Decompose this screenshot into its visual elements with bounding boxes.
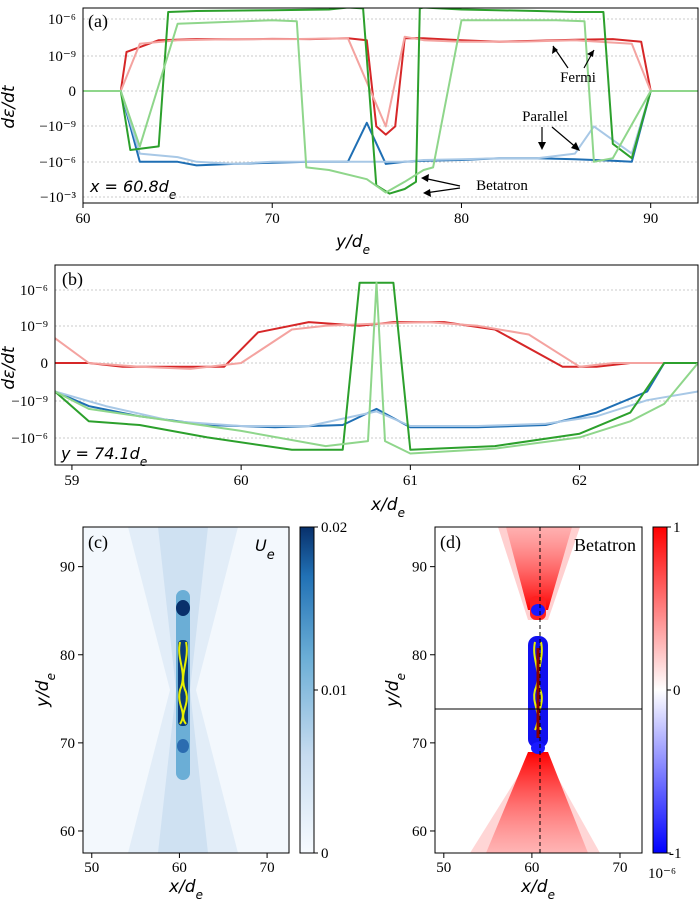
ytick-a-0: 0	[69, 84, 77, 100]
panel-a-ylabel: dε/dt	[0, 84, 19, 128]
panel-a-series	[83, 8, 698, 195]
lower-blue-blob	[531, 742, 545, 754]
x-tick-label: 62	[572, 473, 587, 489]
lower-blob	[177, 739, 189, 753]
annotation-fermi: Fermi	[552, 45, 596, 86]
annotation-betatron: Betatron	[421, 174, 528, 197]
panel-c-heatmap	[128, 527, 238, 853]
colorbar-c-tick-max: 0.02	[321, 520, 347, 536]
panel-c-x-ticks: 50 60 70	[84, 853, 275, 876]
panel-d-ylabel: y/de	[383, 673, 408, 708]
series-line-betatron	[83, 8, 698, 195]
panel-b-frame	[54, 264, 699, 466]
panel-b-xlabel: x/de	[370, 495, 405, 520]
panel-d-frame	[434, 526, 643, 854]
series-line-fermi-light	[83, 35, 698, 128]
annotation-parallel: Parallel	[522, 109, 580, 151]
ytick-b-neg-1e-6: −10⁻⁶	[11, 431, 48, 447]
x-tick-label: 80	[454, 211, 469, 227]
panel-a-xlabel: y/de	[335, 232, 370, 257]
panel-a-label: (a)	[88, 11, 108, 32]
ytick-b-1e-6: 10⁻⁶	[20, 283, 48, 299]
panel-c-xlabel: x/de	[168, 877, 203, 902]
panel-b-y-ticks: 10⁻⁶ 10⁻⁹ 0 −10⁻⁹ −10⁻⁶	[11, 283, 48, 447]
series-line-betatron-light	[55, 281, 698, 455]
ytick-a-1e-6: 10⁻⁶	[48, 12, 76, 28]
ytick-a-neg-1e-6: −10⁻⁶	[39, 155, 76, 171]
panel-c-frame	[82, 526, 290, 854]
colorbar-d: 1 0 -1 10⁻⁶	[648, 520, 682, 882]
panel-b-series	[55, 281, 698, 455]
y-tick-label: 80	[412, 648, 427, 664]
y-tick-label: 90	[60, 560, 75, 576]
panel-c-title: Ue	[255, 536, 275, 563]
panel-d-xlabel: x/de	[520, 877, 555, 902]
x-tick-label: 70	[260, 860, 275, 876]
svg-text:Parallel: Parallel	[522, 109, 568, 125]
panel-a-inset-text: x = 60.8de	[89, 177, 176, 202]
panel-a-frame	[82, 7, 699, 204]
ytick-b-1e-9: 10⁻⁹	[20, 319, 48, 335]
panel-c-label: (c)	[88, 532, 108, 553]
panel-c: 50 60 70 60 70 80 90 (c) Ue y/de x/de 0.02 0.…	[33, 520, 347, 902]
colorbar-d-multiplier: 10⁻⁶	[648, 866, 676, 882]
panel-b: 59 60 61 62 10⁻⁶ 10⁻⁹ 0 −10⁻⁹ −10⁻⁶ (b) dε/…	[0, 264, 699, 520]
panel-d-x-ticks: 50 60 70	[436, 853, 627, 876]
x-tick-label: 70	[612, 860, 627, 876]
upper-fan	[506, 527, 572, 610]
colorbar-d-tick-max: 1	[673, 520, 681, 536]
x-tick-label: 60	[172, 860, 187, 876]
panel-b-label: (b)	[62, 269, 83, 290]
series-line-betatron-light	[83, 19, 698, 194]
panel-d-y-ticks: 60 70 80 90	[412, 560, 435, 840]
panel-c-y-ticks: 60 70 80 90	[60, 560, 83, 840]
x-tick-label: 70	[265, 211, 280, 227]
panel-a-x-ticks: 60 70 80 90	[76, 203, 658, 227]
series-line-fermi	[55, 321, 698, 368]
colorbar-d-tick-mid: 0	[673, 683, 681, 699]
lower-fan	[486, 752, 588, 853]
y-tick-label: 90	[412, 560, 427, 576]
colorbar-d-tick-min: -1	[669, 846, 682, 862]
ytick-a-neg-1e-9: −10⁻⁹	[39, 119, 76, 135]
contour-line	[178, 641, 188, 725]
y-tick-label: 70	[412, 736, 427, 752]
x-tick-label: 61	[403, 473, 418, 489]
ytick-a-neg-1e-3: −10⁻³	[40, 190, 76, 206]
upper-blue-blob	[531, 604, 545, 616]
panel-a: 60 70 80 90 10⁻⁶ 10⁻⁹ 0 −10⁻⁹ −10⁻⁶ −10⁻³ (…	[0, 7, 699, 257]
upper-blob	[176, 600, 190, 616]
ytick-b-0: 0	[41, 356, 49, 372]
ytick-a-1e-9: 10⁻⁹	[48, 49, 76, 65]
svg-text:Fermi: Fermi	[560, 70, 596, 86]
svg-text:Betatron: Betatron	[476, 178, 528, 194]
panel-b-x-ticks: 59 60 61 62	[64, 465, 587, 489]
x-tick-label: 50	[436, 860, 451, 876]
x-tick-label: 50	[84, 860, 99, 876]
panel-d-title: Betatron	[574, 535, 636, 555]
x-tick-label: 59	[64, 473, 79, 489]
series-line-fermi-light	[55, 321, 698, 370]
y-tick-label: 80	[60, 648, 75, 664]
panel-b-inset-text: y = 74.1de	[60, 444, 147, 469]
panel-b-ylabel: dε/dt	[0, 345, 19, 389]
x-tick-label: 90	[643, 211, 658, 227]
x-tick-label: 60	[524, 860, 539, 876]
y-tick-label: 70	[60, 736, 75, 752]
panel-d-heatmap	[435, 527, 642, 853]
colorbar-c: 0.02 0.01 0	[299, 520, 347, 862]
ytick-b-neg-1e-9: −10⁻⁹	[11, 394, 48, 410]
panel-a-y-ticks: 10⁻⁶ 10⁻⁹ 0 −10⁻⁹ −10⁻⁶ −10⁻³	[39, 12, 76, 206]
colorbar-c-tick-min: 0	[321, 846, 329, 862]
colorbar-c-tick-mid: 0.01	[321, 683, 347, 699]
x-tick-label: 60	[234, 473, 249, 489]
x-tick-label: 60	[76, 211, 91, 227]
y-tick-label: 60	[412, 824, 427, 840]
y-tick-label: 60	[60, 824, 75, 840]
series-line-parallel-light	[83, 90, 698, 165]
panel-d: 50 60 70 60 70 80 90 (d) Betatron y/de x/de 1…	[383, 520, 682, 902]
panel-d-label: (d)	[440, 532, 461, 553]
panel-c-ylabel: y/de	[33, 673, 58, 708]
